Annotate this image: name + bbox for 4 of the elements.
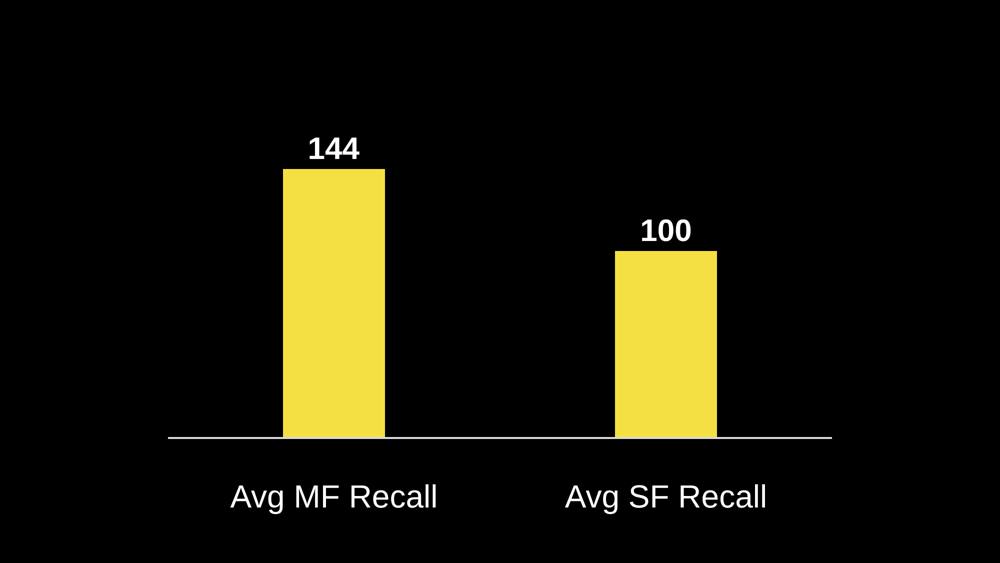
- x-tick-label: Avg SF Recall: [564, 478, 768, 514]
- x-tick-label: Avg MF Recall: [230, 478, 438, 514]
- data-label: 144: [308, 131, 360, 166]
- data-label: 100: [640, 213, 692, 248]
